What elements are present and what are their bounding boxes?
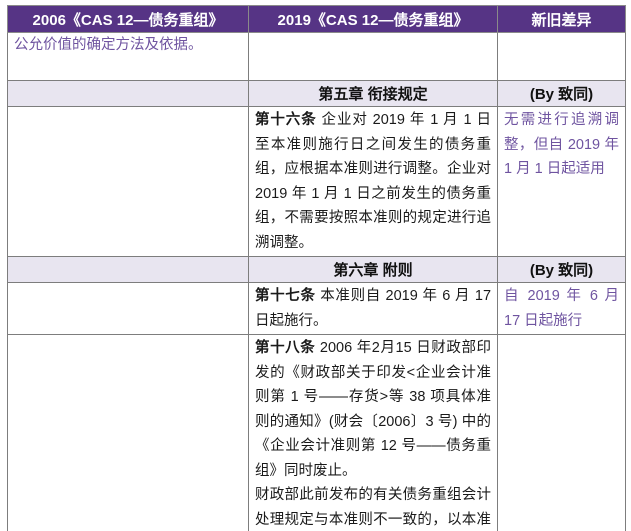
article18-text1: 2006 年2月15 日财政部印发的《财政部关于印发<企业会计准则第 1 号——… (255, 340, 492, 479)
article16-paragraph: 第十六条 企业对 2019 年 1 月 1 日至本准则施行日之间发生的债务重组，… (255, 108, 491, 255)
cas12-comparison-table: 2006《CAS 12—债务重组》 2019《CAS 12—债务重组》 新旧差异… (7, 5, 626, 531)
table-row-fair-value: 公允价值的确定方法及依据。 (7, 32, 626, 81)
table-row-article17: 第十七条 本准则自 2019 年 6 月 17 日起施行。 自 2019 年 6… (7, 282, 626, 335)
article17-paragraph: 第十七条 本准则自 2019 年 6 月 17 日起施行。 (255, 284, 491, 333)
header-cell-diff: 新旧差异 (497, 5, 626, 33)
cell-art17-diff: 自 2019 年 6 月 17 日起施行 (497, 282, 626, 335)
cell-art18-2019: 第十八条 2006 年2月15 日财政部印发的《财政部关于印发<企业会计准则第 … (248, 334, 498, 531)
cell-art18-diff (497, 334, 626, 531)
cell-art16-2006 (7, 106, 249, 257)
cell-art17-2006 (7, 282, 249, 335)
cell-art16-diff: 无需进行追溯调整，但自 2019 年 1 月 1 日起适用 (497, 106, 626, 257)
cell-fair-value-2019 (248, 32, 498, 81)
table-header-row: 2006《CAS 12—债务重组》 2019《CAS 12—债务重组》 新旧差异 (7, 5, 626, 33)
article18-term: 第十八条 (255, 340, 316, 356)
cell-art17-2019: 第十七条 本准则自 2019 年 6 月 17 日起施行。 (248, 282, 498, 335)
article17-term: 第十七条 (255, 288, 316, 304)
cell-art18-2006 (7, 334, 249, 531)
header-cell-2019: 2019《CAS 12—债务重组》 (248, 5, 498, 33)
table-row-section5: 第五章 衔接规定 (By 致同) (7, 80, 626, 107)
cell-fair-value-diff (497, 32, 626, 81)
cell-section5-by: (By 致同) (497, 80, 626, 107)
cell-section5-empty (7, 80, 249, 107)
table-row-article16: 第十六条 企业对 2019 年 1 月 1 日至本准则施行日之间发生的债务重组，… (7, 106, 626, 257)
cell-section6-empty (7, 256, 249, 283)
cell-section6-by: (By 致同) (497, 256, 626, 283)
table-row-section6: 第六章 附则 (By 致同) (7, 256, 626, 283)
article18-paragraph1: 第十八条 2006 年2月15 日财政部印发的《财政部关于印发<企业会计准则第 … (255, 336, 491, 483)
article16-text: 企业对 2019 年 1 月 1 日至本准则施行日之间发生的债务重组，应根据本准… (255, 112, 492, 251)
cell-section6-title: 第六章 附则 (248, 256, 498, 283)
cell-fair-value-2006: 公允价值的确定方法及依据。 (7, 32, 249, 81)
table-row-article18: 第十八条 2006 年2月15 日财政部印发的《财政部关于印发<企业会计准则第 … (7, 334, 626, 531)
article17-text: 本准则自 2019 年 6 月 17 日起施行。 (255, 288, 492, 329)
article16-term: 第十六条 (255, 112, 317, 128)
article18-paragraph2: 财政部此前发布的有关债务重组会计处理规定与本准则不一致的，以本准则为准。 (255, 487, 491, 528)
cell-section5-title: 第五章 衔接规定 (248, 80, 498, 107)
cell-art16-2019: 第十六条 企业对 2019 年 1 月 1 日至本准则施行日之间发生的债务重组，… (248, 106, 498, 257)
header-cell-2006: 2006《CAS 12—债务重组》 (7, 5, 249, 33)
